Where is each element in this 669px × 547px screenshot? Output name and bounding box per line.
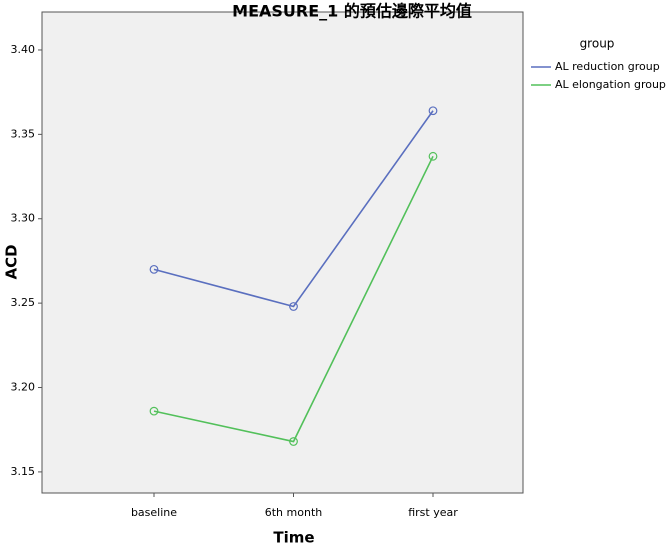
point [149, 264, 159, 274]
legend-label: AL reduction group [555, 60, 660, 73]
plot-area [41, 11, 524, 494]
series-line [153, 155, 434, 443]
legend-label: AL elongation group [555, 78, 666, 91]
point [149, 406, 159, 416]
y-tick-label: 3.20 [11, 381, 36, 394]
x-axis-title: Time [273, 529, 314, 547]
y-tick-label: 3.25 [11, 296, 36, 309]
y-axis-title: ACD [3, 244, 21, 279]
point [428, 106, 438, 116]
chart-title: MEASURE_1 的預估邊際平均值 [232, 2, 472, 21]
y-tick-label: 3.30 [11, 212, 36, 225]
point [428, 151, 438, 161]
y-tick-label: 3.15 [11, 465, 36, 478]
x-tick-label: 6th month [265, 506, 323, 519]
legend-title: group [580, 37, 615, 51]
series-line [153, 110, 434, 308]
y-tick-label: 3.35 [11, 127, 36, 140]
point [289, 437, 298, 446]
point [289, 302, 298, 311]
x-tick-label: first year [408, 506, 458, 519]
y-tick-label: 3.40 [11, 43, 36, 56]
x-tick-label: baseline [131, 506, 177, 519]
